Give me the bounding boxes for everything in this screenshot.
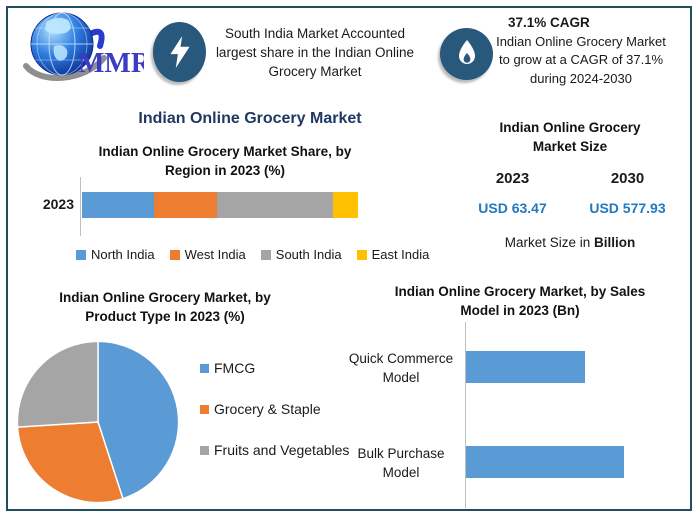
globe-icon: MMR (23, 12, 152, 81)
legend-label: West India (184, 247, 246, 262)
sales-category-label: Bulk Purchase Model (357, 446, 445, 480)
region-chart-title: Indian Online Grocery Market Share, by R… (35, 142, 415, 180)
south-india-highlight: South India Market Accounted largest sha… (204, 24, 426, 81)
sales-chart-title-line: Model in 2023 (Bn) (460, 303, 580, 318)
legend-swatch (260, 249, 271, 260)
value-2023: USD 63.47 (478, 200, 547, 216)
market-size-title-line: Market Size (532, 139, 608, 154)
sales-bar-bulk-purchase (466, 446, 624, 478)
legend-item: Fruits and Vegetables (200, 442, 360, 458)
legend-item: East India (356, 247, 430, 262)
pie-chart-title-line: Indian Online Grocery Market, by (59, 290, 271, 305)
region-category-label: 2023 (42, 196, 74, 212)
sales-chart-title-line: Indian Online Grocery Market, by Sales (394, 284, 646, 299)
pie-slice-fruits-and-vegetables (16, 340, 99, 428)
region-chart-title-line: Region in 2023 (%) (164, 163, 286, 178)
cagr-line: to grow at a CAGR of 37.1% (498, 52, 664, 67)
sales-bar-quick-commerce (466, 351, 585, 383)
bar-segment-west-india (153, 192, 218, 218)
legend-swatch (200, 445, 209, 455)
caption-prefix: Market Size in (504, 235, 595, 250)
market-size-title-line: Indian Online Grocery (499, 120, 641, 135)
market-size-caption: Market Size in Billion (455, 235, 685, 250)
legend-item: West India (169, 247, 246, 262)
highlight-line: largest share in the Indian Online (215, 45, 415, 60)
legend-swatch (200, 404, 209, 414)
sales-chart-title: Indian Online Grocery Market, by Sales M… (360, 282, 680, 320)
legend-swatch (169, 249, 180, 260)
legend-label: South India (275, 247, 342, 262)
region-y-axis (80, 177, 81, 236)
sales-category-label: Quick Commerce Model (348, 351, 454, 385)
logo-text: MMR (78, 48, 144, 79)
legend-label: FMCG (214, 360, 256, 376)
bar-segment-south-india (217, 192, 334, 218)
legend-label: East India (371, 247, 430, 262)
highlight-line: Grocery Market (268, 64, 362, 79)
cagr-line: Indian Online Grocery Market (496, 33, 666, 49)
year-2023-label: 2023 (495, 170, 530, 187)
pie-legend: FMCG Grocery & Staple Fruits and Vegetable… (200, 360, 360, 458)
region-legend: North India West India South India East Ind… (76, 247, 436, 262)
legend-item: North India (76, 247, 155, 262)
bar-segment-east-india (333, 192, 359, 218)
lightning-icon (153, 22, 206, 82)
pie-chart-title: Indian Online Grocery Market, by Product… (15, 288, 315, 326)
legend-item: Grocery & Staple (200, 401, 360, 417)
region-stacked-bar (82, 192, 359, 218)
legend-swatch (76, 249, 86, 260)
flame-icon (440, 28, 493, 80)
pie-slice-fmcg (97, 340, 180, 500)
cagr-headline: 37.1% CAGR (508, 15, 590, 30)
page-title: Indian Online Grocery Market (138, 110, 362, 127)
bar-segment-north-india (82, 192, 154, 218)
market-size-values: USD 63.47 USD 577.93 (455, 200, 685, 216)
legend-item: FMCG (200, 360, 360, 376)
region-chart-title-line: Indian Online Grocery Market Share, by (98, 144, 352, 159)
market-size-years: 2023 2030 (455, 170, 685, 187)
legend-label: Fruits and Vegetables (214, 442, 350, 458)
legend-swatch (200, 363, 209, 373)
legend-item: South India (260, 247, 342, 262)
pie-chart-title-line: Product Type In 2023 (%) (85, 309, 245, 324)
value-2030: USD 577.93 (589, 200, 666, 216)
product-type-pie (16, 340, 180, 504)
caption-unit: Billion (594, 235, 636, 250)
highlight-line: South India Market Accounted (224, 26, 406, 41)
pie-slice-grocery-staple (16, 421, 124, 504)
cagr-highlight: 37.1% CAGR Indian Online Grocery Market … (496, 14, 666, 88)
legend-swatch (356, 249, 367, 260)
sales-y-axis (465, 322, 466, 508)
mmr-logo: MMR (12, 8, 152, 92)
legend-label: Grocery & Staple (214, 401, 321, 417)
year-2030-label: 2030 (610, 170, 645, 187)
cagr-line: during 2024-2030 (530, 70, 632, 86)
legend-label: North India (91, 247, 155, 262)
market-size-title: Indian Online Grocery Market Size (455, 118, 685, 156)
